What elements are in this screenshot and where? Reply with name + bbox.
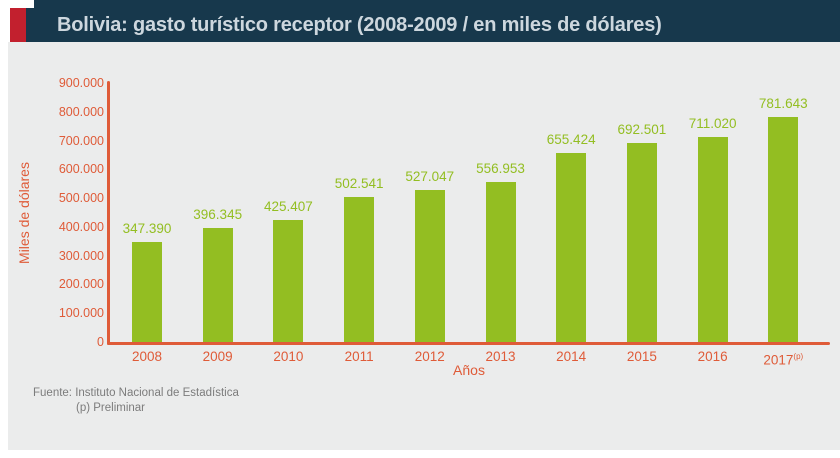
x-tick-label: 2012	[414, 349, 445, 364]
x-tick-label: 2010	[273, 349, 304, 364]
page-title: Bolivia: gasto turístico receptor (2008-…	[57, 13, 662, 36]
x-tick-label: 2017(p)	[763, 352, 804, 368]
y-tick-label: 600.000	[58, 162, 104, 177]
y-tick-label: 800.000	[58, 104, 104, 119]
source-line: Fuente: Instituto Nacional de Estadístic…	[33, 387, 239, 399]
bar-value-label: 781.643	[758, 96, 808, 112]
x-tick-label: 2015	[626, 349, 657, 364]
y-tick-label: 200.000	[58, 277, 104, 292]
bar-2017	[768, 117, 799, 342]
bar-value-label: 425.407	[263, 198, 313, 214]
bar-2015	[626, 142, 657, 342]
bar-value-label: 556.953	[476, 160, 525, 176]
bar-value-label: 527.047	[405, 169, 455, 185]
x-axis-title: Años	[453, 362, 485, 378]
bar-2010	[273, 219, 304, 342]
bar-2011	[344, 197, 375, 342]
y-tick-label: 500.000	[58, 191, 104, 206]
title-accent-bar	[10, 8, 26, 42]
x-tick-label: 2013	[485, 349, 516, 364]
y-axis-line	[107, 81, 110, 345]
bar-value-label: 692.501	[617, 121, 667, 137]
source-note: Fuente: Instituto Nacional de Estadístic…	[33, 386, 239, 416]
bar-value-label: 655.424	[546, 132, 596, 148]
bar-2016	[697, 137, 728, 342]
preliminary-marker: (p)	[793, 352, 804, 361]
y-tick-label: 300.000	[58, 248, 104, 263]
x-tick-label: 2008	[131, 349, 163, 364]
y-tick-label: 400.000	[58, 219, 104, 234]
bar-value-label: 347.390	[122, 221, 172, 237]
y-tick-label: 100.000	[58, 306, 104, 321]
y-tick-label: 700.000	[58, 133, 104, 148]
title-bar: Bolivia: gasto turístico receptor (2008-…	[26, 8, 840, 42]
x-tick-label: 2009	[202, 349, 233, 364]
x-axis-line	[107, 342, 830, 345]
bar-2009	[202, 227, 233, 342]
bar-2008	[132, 242, 162, 342]
x-tick-label: 2014	[556, 349, 587, 364]
bar-value-label: 396.345	[193, 206, 243, 222]
bar-2012	[414, 190, 445, 342]
bar-2014	[556, 153, 587, 342]
title-bar-top-strip	[34, 0, 840, 9]
x-tick-label: 2011	[344, 349, 374, 364]
y-tick-label: 900.000	[58, 76, 104, 90]
bar-value-label: 711.020	[688, 116, 737, 132]
y-tick-label: 0	[97, 335, 104, 349]
x-tick-label: 2016	[697, 349, 728, 364]
bar-value-label: 502.541	[334, 176, 384, 192]
preliminary-note: (p) Preliminar	[76, 402, 146, 414]
bar-2013	[485, 181, 516, 342]
